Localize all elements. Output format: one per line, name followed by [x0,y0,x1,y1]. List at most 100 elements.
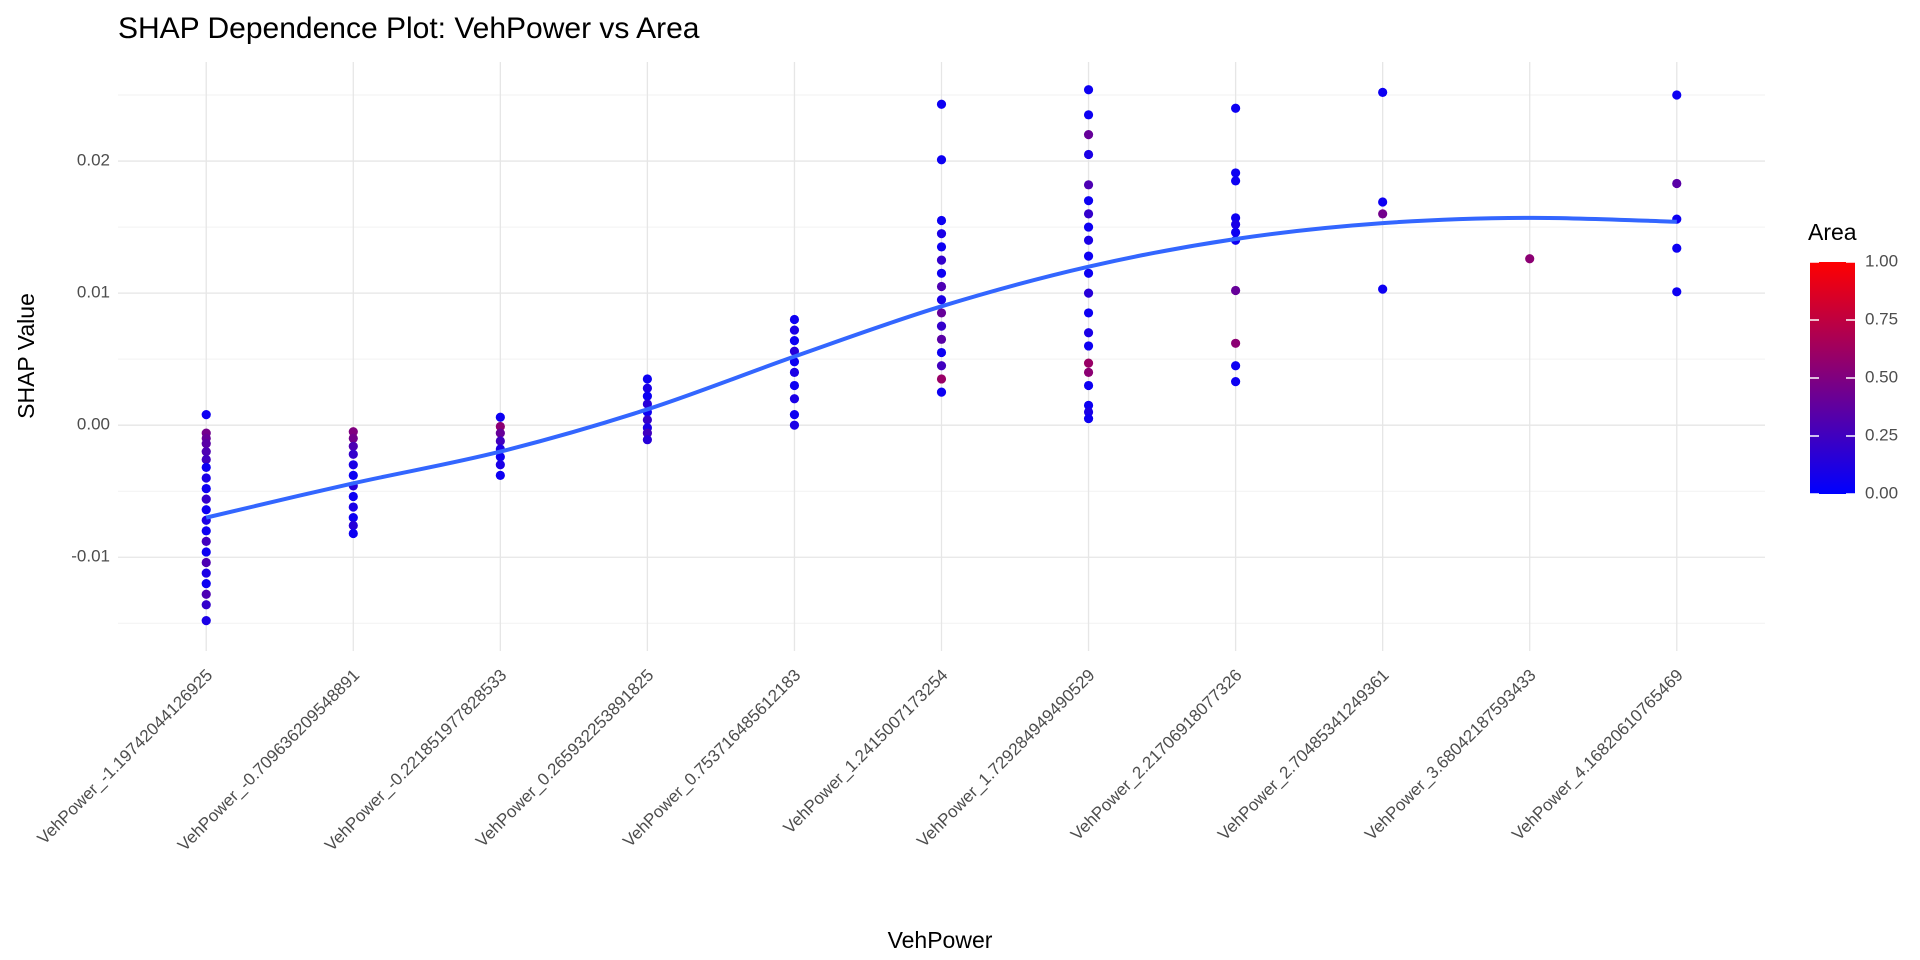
point [936,99,947,109]
point [1083,380,1094,391]
point [1672,178,1682,189]
point [201,410,211,420]
trend-line [205,215,1677,520]
point [1672,90,1682,100]
point [1083,288,1094,298]
point [1083,328,1094,338]
point [1083,251,1094,261]
point [1231,176,1241,186]
x-tick-label: VehPower_0.265932253891825 [472,666,657,851]
y-tick-label: 0.02 [77,151,110,170]
point [1231,219,1241,230]
point [1083,196,1094,206]
point [1083,180,1094,190]
colorbar-label: 1.00 [1865,251,1898,270]
point [348,449,358,459]
point [1231,361,1241,371]
y-tick-label: -0.01 [71,547,110,566]
point [936,215,947,226]
x-tick-label: VehPower_4.16820610765469 [1508,666,1687,845]
chart-title: SHAP Dependence Plot: VehPower vs Area [118,12,700,45]
point [1231,376,1241,387]
y-tick-label: 0.00 [77,415,110,434]
point [348,470,358,480]
point [642,415,652,425]
point [1083,149,1094,160]
point [1083,358,1094,368]
legend-title: Area [1808,219,1857,245]
point [936,268,947,278]
colorbar-label: 0.25 [1865,425,1898,444]
point [789,380,800,391]
point [1083,407,1094,417]
point [495,428,505,438]
point [201,536,211,546]
point [1083,400,1094,410]
point [348,528,358,539]
point [1083,222,1094,232]
point [201,446,211,457]
point [1672,287,1682,297]
point [1083,308,1094,318]
point [348,502,358,512]
point [348,513,358,523]
point [1083,367,1094,377]
point [936,387,947,397]
point [201,483,211,494]
point [789,336,800,346]
point [201,439,211,449]
point [789,346,800,356]
point [936,347,947,358]
colorbar-label: 0.50 [1865,367,1898,386]
point [201,526,211,536]
x-tick-label: VehPower_2.21706918077326 [1067,666,1246,845]
point [1083,235,1094,245]
point [1231,213,1241,223]
point [201,557,211,568]
point [936,242,947,252]
point [789,325,800,335]
point [936,281,947,292]
x-tick-label: VehPower_1.2415007173254 [780,666,952,838]
point [1231,168,1241,178]
point [1525,254,1535,264]
point [1083,130,1094,140]
point [201,600,211,610]
point [936,361,947,371]
point [642,435,652,445]
point [642,428,652,438]
point [201,616,211,626]
point [642,391,652,401]
point [1378,197,1388,207]
point [348,491,358,502]
point [1083,209,1094,219]
point [348,460,358,470]
point [642,374,652,384]
point [1231,338,1241,348]
point [348,427,358,437]
point [201,462,211,473]
x-tick-label: VehPower_-1.19742044126925 [34,666,217,849]
point [1378,87,1388,97]
point [201,568,211,578]
colorbar-label: 0.75 [1865,309,1898,328]
point [936,155,947,165]
point [642,399,652,409]
point [789,357,800,367]
point [201,473,211,483]
point [936,321,947,331]
colorbar-label: 0.00 [1865,483,1898,502]
point [495,421,505,432]
point [936,308,947,318]
point [936,374,947,384]
point [1378,284,1388,294]
point [495,452,505,462]
point [495,412,505,422]
point [789,420,800,430]
point [348,433,358,443]
point [1083,110,1094,120]
point [789,314,800,325]
x-tick-label: VehPower_1.729284949490529 [913,666,1098,851]
x-tick-label: VehPower_3.68042187593433 [1361,666,1540,845]
point [1378,209,1388,219]
